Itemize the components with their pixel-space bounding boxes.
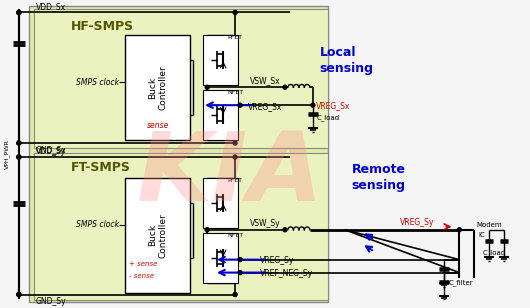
Text: PFET: PFET (227, 35, 242, 40)
Text: Buck
Controller: Buck Controller (148, 213, 167, 257)
Bar (203, 35, 238, 85)
Text: - sense: - sense (129, 273, 154, 278)
Text: Buck
Controller: Buck Controller (148, 65, 167, 110)
Circle shape (233, 155, 237, 159)
Text: KIA: KIA (137, 128, 323, 221)
Bar (203, 233, 238, 282)
Circle shape (17, 141, 21, 145)
Text: VREG_Sx: VREG_Sx (316, 101, 350, 110)
Circle shape (457, 228, 461, 232)
Text: VSW_Sy: VSW_Sy (250, 219, 281, 228)
Text: VREG_Sy: VREG_Sy (260, 256, 294, 265)
Text: Modem: Modem (476, 222, 502, 228)
Text: NFET: NFET (227, 233, 243, 238)
Text: IC: IC (478, 232, 485, 238)
Text: GND_Sy: GND_Sy (36, 297, 66, 306)
Circle shape (233, 293, 237, 297)
Text: PFET: PFET (227, 178, 242, 183)
Text: Remote
sensing: Remote sensing (352, 164, 405, 192)
Text: VDD_Sx: VDD_Sx (36, 2, 66, 11)
Text: FT-SMPS: FT-SMPS (70, 161, 130, 174)
Circle shape (17, 10, 21, 14)
Circle shape (17, 155, 21, 159)
Circle shape (17, 141, 21, 145)
Text: SMPS clock: SMPS clock (76, 220, 119, 229)
Circle shape (205, 228, 209, 232)
Text: VSW_Sx: VSW_Sx (250, 76, 281, 85)
Text: C_filter: C_filter (448, 280, 473, 286)
Text: sense: sense (147, 121, 169, 130)
Text: VPH_PWR: VPH_PWR (4, 139, 10, 169)
Bar (126, 35, 190, 140)
Text: HF-SMPS: HF-SMPS (70, 20, 134, 34)
Text: C_load: C_load (317, 114, 340, 121)
Bar (34, 9, 328, 148)
Circle shape (283, 228, 287, 232)
Text: GND_Sx: GND_Sx (36, 145, 66, 154)
Text: SMPS clock: SMPS clock (76, 78, 119, 87)
Circle shape (311, 103, 315, 107)
Circle shape (17, 155, 21, 159)
Bar (29, 6, 328, 302)
Circle shape (17, 293, 21, 297)
Text: VREG_Sx: VREG_Sx (248, 102, 282, 111)
Text: VREG_Sy: VREG_Sy (400, 218, 434, 227)
Bar (34, 153, 328, 301)
Circle shape (238, 271, 242, 275)
Text: Local
sensing: Local sensing (320, 46, 374, 75)
Bar (203, 178, 238, 228)
Circle shape (238, 103, 242, 107)
Circle shape (233, 141, 237, 145)
Circle shape (283, 85, 287, 89)
Circle shape (17, 10, 21, 14)
Circle shape (205, 85, 209, 89)
Text: VREF_NEG_Sy: VREF_NEG_Sy (260, 269, 313, 278)
Circle shape (17, 293, 21, 297)
Bar (203, 90, 238, 140)
Text: VDD_Sy: VDD_Sy (36, 147, 66, 156)
Text: + sense: + sense (129, 261, 158, 267)
Text: C_load: C_load (482, 250, 506, 256)
Text: NFET: NFET (227, 90, 243, 95)
Bar (126, 178, 190, 293)
Circle shape (233, 10, 237, 14)
Circle shape (238, 258, 242, 261)
